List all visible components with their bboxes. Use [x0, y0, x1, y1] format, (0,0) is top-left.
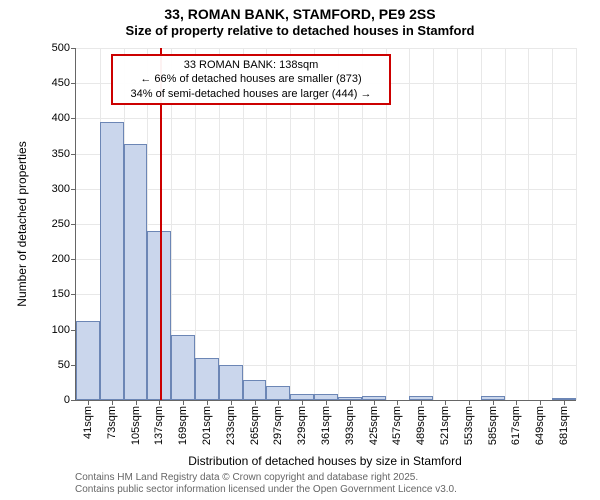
callout-box: 33 ROMAN BANK: 138sqm← 66% of detached h…: [111, 54, 391, 105]
gridline-h: [76, 118, 576, 119]
x-tick-mark: [397, 400, 398, 405]
x-tick-mark: [302, 400, 303, 405]
x-tick-label: 393sqm: [344, 406, 356, 445]
x-tick-label: 137sqm: [153, 406, 165, 445]
histogram-bar: [171, 335, 195, 400]
histogram-bar: [124, 144, 148, 400]
x-tick-label: 73sqm: [106, 406, 118, 439]
y-tick-label: 200: [52, 253, 70, 265]
callout-line: 33 ROMAN BANK: 138sqm: [117, 58, 385, 72]
x-tick-mark: [231, 400, 232, 405]
y-tick-mark: [71, 48, 76, 49]
histogram-bar: [219, 365, 243, 400]
gridline-h: [76, 48, 576, 49]
y-axis-label: Number of detached properties: [15, 141, 29, 306]
histogram-bar: [100, 122, 124, 400]
chart-container: 33, ROMAN BANK, STAMFORD, PE9 2SS Size o…: [0, 0, 600, 500]
x-tick-label: 329sqm: [296, 406, 308, 445]
histogram-bar: [266, 386, 290, 400]
x-tick-mark: [159, 400, 160, 405]
x-tick-mark: [421, 400, 422, 405]
histogram-bar: [243, 380, 267, 400]
x-tick-label: 265sqm: [249, 406, 261, 445]
x-tick-label: 201sqm: [201, 406, 213, 445]
gridline-v: [528, 48, 529, 400]
x-tick-label: 105sqm: [130, 406, 142, 445]
x-tick-label: 233sqm: [225, 406, 237, 445]
x-tick-mark: [516, 400, 517, 405]
x-tick-mark: [88, 400, 89, 405]
y-tick-mark: [71, 259, 76, 260]
chart-title: 33, ROMAN BANK, STAMFORD, PE9 2SS: [0, 0, 600, 23]
y-tick-label: 500: [52, 42, 70, 54]
x-tick-label: 489sqm: [415, 406, 427, 445]
x-tick-label: 457sqm: [391, 406, 403, 445]
x-tick-label: 553sqm: [463, 406, 475, 445]
x-tick-mark: [350, 400, 351, 405]
callout-line: 34% of semi-detached houses are larger (…: [117, 87, 385, 101]
footer-line: Contains public sector information licen…: [75, 484, 457, 496]
y-tick-label: 450: [52, 77, 70, 89]
x-tick-mark: [469, 400, 470, 405]
y-tick-label: 400: [52, 112, 70, 124]
gridline-h: [76, 189, 576, 190]
x-tick-mark: [564, 400, 565, 405]
x-tick-label: 169sqm: [177, 406, 189, 445]
y-tick-label: 300: [52, 183, 70, 195]
gridline-v: [409, 48, 410, 400]
x-tick-label: 617sqm: [510, 406, 522, 445]
gridline-v: [457, 48, 458, 400]
x-tick-mark: [540, 400, 541, 405]
x-tick-mark: [278, 400, 279, 405]
y-tick-label: 100: [52, 324, 70, 336]
y-tick-label: 350: [52, 148, 70, 160]
y-tick-mark: [71, 83, 76, 84]
y-tick-mark: [71, 154, 76, 155]
y-tick-label: 50: [58, 359, 70, 371]
x-tick-label: 681sqm: [558, 406, 570, 445]
callout-line: ← 66% of detached houses are smaller (87…: [117, 72, 385, 86]
x-tick-label: 425sqm: [368, 406, 380, 445]
footer-line: Contains HM Land Registry data © Crown c…: [75, 472, 457, 484]
plot-area: 05010015020025030035040045050041sqm73sqm…: [75, 48, 576, 401]
y-tick-mark: [71, 400, 76, 401]
histogram-bar: [76, 321, 100, 400]
x-tick-label: 649sqm: [534, 406, 546, 445]
x-tick-mark: [183, 400, 184, 405]
x-tick-mark: [374, 400, 375, 405]
y-tick-mark: [71, 224, 76, 225]
gridline-v: [576, 48, 577, 400]
y-tick-mark: [71, 189, 76, 190]
gridline-v: [481, 48, 482, 400]
x-tick-label: 585sqm: [487, 406, 499, 445]
gridline-h: [76, 154, 576, 155]
x-tick-mark: [112, 400, 113, 405]
y-tick-label: 0: [64, 394, 70, 406]
x-tick-mark: [445, 400, 446, 405]
gridline-v: [433, 48, 434, 400]
x-tick-mark: [493, 400, 494, 405]
y-tick-label: 150: [52, 288, 70, 300]
x-tick-label: 297sqm: [272, 406, 284, 445]
gridline-h: [76, 224, 576, 225]
gridline-v: [505, 48, 506, 400]
x-tick-mark: [136, 400, 137, 405]
gridline-v: [552, 48, 553, 400]
x-tick-mark: [207, 400, 208, 405]
x-tick-label: 41sqm: [82, 406, 94, 439]
y-tick-mark: [71, 294, 76, 295]
y-tick-mark: [71, 118, 76, 119]
x-tick-label: 521sqm: [439, 406, 451, 445]
y-tick-label: 250: [52, 218, 70, 230]
x-tick-mark: [255, 400, 256, 405]
chart-subtitle: Size of property relative to detached ho…: [0, 23, 600, 39]
histogram-bar: [195, 358, 219, 400]
x-tick-mark: [326, 400, 327, 405]
footer: Contains HM Land Registry data © Crown c…: [75, 472, 457, 496]
x-axis-label: Distribution of detached houses by size …: [188, 454, 461, 468]
x-tick-label: 361sqm: [320, 406, 332, 445]
